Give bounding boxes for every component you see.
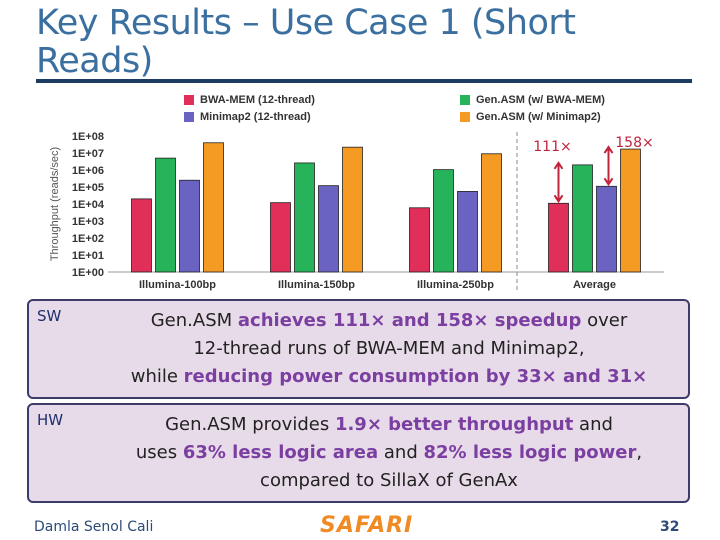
- speedup-label-bwa: 111×: [533, 139, 571, 155]
- sw-results-panel: SW Gen.ASM achieves 111× and 158× speedu…: [27, 299, 690, 399]
- page-number: 32: [660, 519, 680, 535]
- legend-label: Minimap2 (12-thread): [200, 111, 311, 123]
- hw-line-1: Gen.ASM provides 1.9× better throughput …: [165, 414, 613, 435]
- bar: [203, 142, 224, 273]
- hw-line-2: uses 63% less logic area and 82% less lo…: [135, 442, 643, 463]
- bar: [155, 157, 176, 273]
- sw-line-3: while reducing power consumption by 33× …: [130, 366, 648, 387]
- y-tick-label: 1E+08: [72, 131, 104, 143]
- chart-legend: BWA-MEM (12-thread) Minimap2 (12-thread)…: [184, 92, 654, 128]
- x-tick-label: Average: [573, 279, 616, 291]
- bar: [294, 162, 315, 273]
- hw-text: Gen.ASM provides 1.9× better throughput …: [99, 411, 679, 495]
- bar: [270, 202, 291, 273]
- bar: [548, 202, 569, 273]
- y-tick-label: 1E+01: [72, 250, 104, 262]
- bar: [409, 207, 430, 273]
- bar: [481, 153, 502, 273]
- y-tick-label: 1E+07: [72, 148, 104, 160]
- y-tick-label: 1E+04: [72, 199, 105, 211]
- legend-swatch: [184, 112, 194, 122]
- speedup-label-minimap2: 158×: [615, 135, 653, 151]
- legend-swatch: [184, 95, 194, 105]
- y-tick-label: 1E+03: [72, 216, 104, 228]
- bar: [342, 146, 363, 273]
- legend-item-genasm-bwa: Gen.ASM (w/ BWA-MEM): [460, 94, 605, 106]
- legend-label: BWA-MEM (12-thread): [200, 94, 315, 106]
- speedup-arrow-bwa-head: [553, 161, 564, 170]
- sw-label: SW: [37, 307, 62, 325]
- legend-swatch: [460, 95, 470, 105]
- bar: [433, 169, 454, 273]
- safari-logo: SAFARI: [320, 513, 414, 538]
- y-tick-label: 1E+00: [72, 267, 104, 279]
- y-axis-label: Throughput (reads/sec): [49, 147, 61, 261]
- legend-swatch: [460, 112, 470, 122]
- title-divider: [36, 79, 692, 83]
- speedup-arrow-bwa-tail: [553, 194, 564, 204]
- sw-line-2: 12-thread runs of BWA-MEM and Minimap2,: [193, 338, 585, 359]
- legend-item-bwa-mem: BWA-MEM (12-thread): [184, 94, 315, 106]
- bar: [131, 198, 152, 273]
- bar: [318, 185, 339, 273]
- speedup-arrow-minimap2-tail: [603, 177, 614, 187]
- bar: [572, 164, 593, 273]
- bar: [179, 179, 200, 273]
- hw-line-3: compared to SillaX of GenAx: [260, 470, 518, 491]
- legend-item-minimap2: Minimap2 (12-thread): [184, 111, 311, 123]
- y-tick-label: 1E+06: [72, 165, 104, 177]
- legend-label: Gen.ASM (w/ Minimap2): [476, 111, 601, 123]
- legend-label: Gen.ASM (w/ BWA-MEM): [476, 94, 605, 106]
- page-title: Key Results – Use Case 1 (Short Reads): [36, 3, 576, 81]
- throughput-bar-chart: Throughput (reads/sec) 1E+00 1E+01 1E+02 1E+…: [49, 131, 664, 292]
- footer-author: Damla Senol Cali: [34, 519, 154, 535]
- x-tick-label: Illumina-250bp: [417, 279, 494, 291]
- hw-results-panel: HW Gen.ASM provides 1.9× better throughp…: [27, 403, 690, 503]
- speedup-arrow-minimap2-head: [603, 145, 614, 154]
- sw-line-1: Gen.ASM achieves 111× and 158× speedup o…: [150, 310, 628, 331]
- bar: [457, 191, 478, 273]
- x-tick-label: Illumina-150bp: [278, 279, 355, 291]
- hw-label: HW: [37, 411, 64, 429]
- y-tick-label: 1E+05: [72, 182, 104, 194]
- y-tick-label: 1E+02: [72, 233, 104, 245]
- x-tick-label: Illumina-100bp: [139, 279, 216, 291]
- legend-item-genasm-minimap2: Gen.ASM (w/ Minimap2): [460, 111, 601, 123]
- bar: [620, 148, 641, 273]
- bar: [596, 185, 617, 273]
- sw-text: Gen.ASM achieves 111× and 158× speedup o…: [99, 307, 679, 391]
